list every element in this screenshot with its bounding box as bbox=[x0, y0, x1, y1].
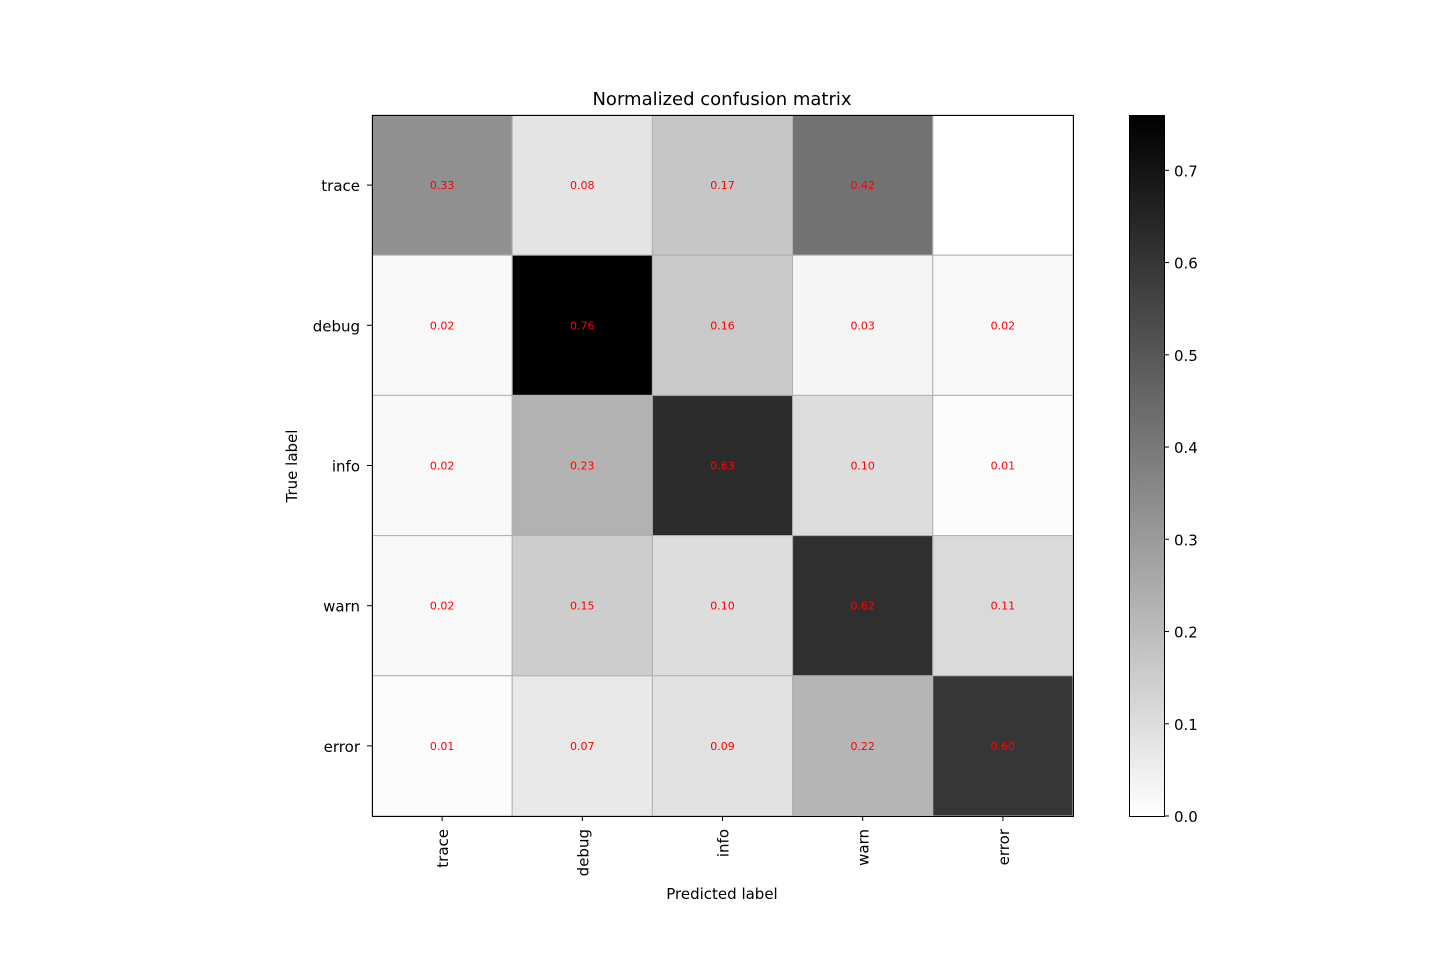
heatmap-cell-debug-trace bbox=[371, 254, 513, 396]
cell-value-label: 0.15 bbox=[570, 600, 595, 613]
heatmap-cell-trace-debug bbox=[511, 114, 653, 256]
cell-value-label: 0.16 bbox=[710, 319, 735, 332]
heatmap-cell-error-debug bbox=[511, 675, 653, 817]
cell-value-label: 0.02 bbox=[430, 460, 455, 473]
heatmap-cell-warn-error bbox=[932, 535, 1074, 677]
x-axis-label: Predicted label bbox=[666, 885, 777, 903]
x-tick-label-error: error bbox=[995, 828, 1013, 865]
x-tick-label-warn: warn bbox=[855, 829, 873, 866]
y-tick-label-debug: debug bbox=[313, 317, 360, 335]
heatmap-cell-warn-info bbox=[651, 535, 794, 677]
cell-value-label: 0.60 bbox=[991, 740, 1016, 753]
colorbar-tick-label: 0.2 bbox=[1174, 624, 1198, 642]
y-tick-label-trace: trace bbox=[321, 177, 360, 195]
cell-value-label: 0.33 bbox=[430, 179, 455, 192]
y-axis-label: True label bbox=[283, 430, 301, 504]
cell-value-label: 0.02 bbox=[991, 319, 1016, 332]
x-tick-label-trace: trace bbox=[434, 829, 452, 868]
heatmap-cell-trace-error bbox=[932, 114, 1074, 256]
cell-value-label: 0.10 bbox=[850, 460, 875, 473]
heatmap-cell-warn-warn bbox=[792, 535, 934, 677]
cell-value-label: 0.62 bbox=[850, 600, 875, 613]
heatmap-cell-info-warn bbox=[792, 394, 934, 537]
y-tick-label-error: error bbox=[324, 738, 361, 756]
colorbar-tick-label: 0.6 bbox=[1174, 255, 1198, 273]
heatmap-cell-error-error bbox=[932, 675, 1074, 817]
x-tick-label-info: info bbox=[715, 829, 733, 857]
colorbar-tick-label: 0.0 bbox=[1174, 808, 1198, 826]
heatmap-cell-trace-warn bbox=[792, 114, 934, 256]
x-tick-label-debug: debug bbox=[574, 829, 592, 876]
cell-value-label: 0.23 bbox=[570, 460, 595, 473]
colorbar-tick-label: 0.3 bbox=[1174, 531, 1198, 549]
heatmap-cell-info-error bbox=[932, 394, 1074, 537]
chart-title: Normalized confusion matrix bbox=[592, 89, 851, 110]
cell-value-label: 0.10 bbox=[710, 600, 735, 613]
x-axis-ticks: trace debug info warn error bbox=[434, 816, 1013, 876]
colorbar-tick-label: 0.4 bbox=[1174, 439, 1198, 457]
y-tick-label-warn: warn bbox=[323, 598, 360, 616]
heatmap-cell-debug-info bbox=[651, 254, 794, 396]
y-tick-label-info: info bbox=[332, 458, 360, 476]
heatmap-cell-info-info bbox=[651, 394, 794, 537]
y-axis-ticks: trace debug info warn error bbox=[313, 177, 372, 756]
cell-value-label: 0.02 bbox=[430, 600, 455, 613]
colorbar bbox=[1129, 115, 1165, 817]
cell-annotations: 0.33 0.08 0.17 0.42 0.02 0.76 0.16 0.03 0.02 0.02… bbox=[430, 179, 1015, 753]
colorbar-ticks: 0.0 0.1 0.2 0.3 0.4 0.5 0.6 0.7 bbox=[1164, 162, 1198, 826]
cell-value-label: 0.08 bbox=[570, 179, 595, 192]
colorbar-tick-label: 0.7 bbox=[1174, 162, 1198, 180]
heatmap-cell-debug-error bbox=[932, 254, 1074, 396]
cell-value-label: 0.17 bbox=[710, 179, 735, 192]
colorbar-tick-label: 0.1 bbox=[1174, 716, 1198, 734]
heatmap-cell-error-info bbox=[651, 675, 794, 817]
cell-value-label: 0.63 bbox=[710, 460, 735, 473]
cell-value-label: 0.11 bbox=[991, 600, 1016, 613]
colorbar-tick-label: 0.5 bbox=[1174, 347, 1198, 365]
cell-value-label: 0.03 bbox=[850, 319, 875, 332]
heatmap-cell-trace-trace bbox=[371, 114, 513, 256]
cell-value-label: 0.42 bbox=[850, 179, 875, 192]
cell-value-label: 0.02 bbox=[430, 319, 455, 332]
cell-value-label: 0.09 bbox=[710, 740, 735, 753]
heatmap-cell-error-trace bbox=[371, 675, 513, 817]
cell-value-label: 0.22 bbox=[850, 740, 875, 753]
cell-value-label: 0.76 bbox=[570, 319, 595, 332]
cell-value-label: 0.01 bbox=[430, 740, 455, 753]
cell-value-label: 0.07 bbox=[570, 740, 595, 753]
cell-value-label: 0.01 bbox=[991, 460, 1016, 473]
heatmap-cell-warn-debug bbox=[511, 535, 653, 677]
heatmap-cells bbox=[371, 114, 1074, 817]
heatmap-cell-info-debug bbox=[511, 394, 653, 537]
